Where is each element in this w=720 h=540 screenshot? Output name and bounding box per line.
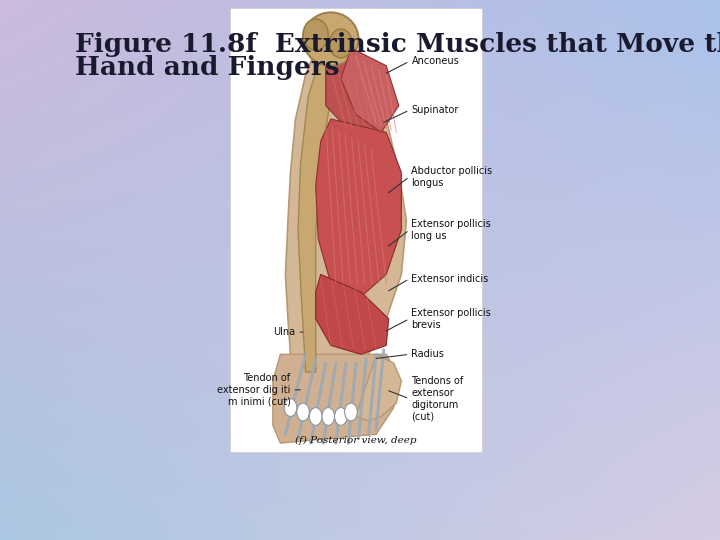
Ellipse shape — [303, 19, 328, 50]
Ellipse shape — [303, 12, 359, 66]
Ellipse shape — [310, 408, 322, 426]
Polygon shape — [298, 48, 343, 372]
Text: Extensor indicis: Extensor indicis — [411, 274, 489, 284]
Text: Supinator: Supinator — [411, 105, 459, 115]
Text: Hand and Fingers: Hand and Fingers — [75, 55, 340, 80]
Polygon shape — [356, 354, 401, 421]
Polygon shape — [341, 48, 399, 132]
Text: Tendons of
extensor
digitorum
(cut): Tendons of extensor digitorum (cut) — [411, 376, 464, 421]
Ellipse shape — [322, 408, 335, 426]
Polygon shape — [273, 354, 396, 443]
Text: Extensor pollicis
brevis: Extensor pollicis brevis — [411, 308, 491, 329]
Polygon shape — [325, 57, 394, 132]
Ellipse shape — [345, 403, 357, 421]
Polygon shape — [315, 274, 389, 354]
Text: Radius: Radius — [411, 349, 444, 359]
Polygon shape — [285, 44, 406, 430]
Text: (f) Posterior view, deep: (f) Posterior view, deep — [295, 436, 417, 446]
Text: Tendon of
extensor dig iti
m inimi (cut): Tendon of extensor dig iti m inimi (cut) — [217, 373, 290, 407]
Text: Figure 11.8f  Extrinsic Muscles that Move the: Figure 11.8f Extrinsic Muscles that Move… — [75, 32, 720, 57]
Polygon shape — [315, 119, 401, 296]
Ellipse shape — [330, 29, 352, 58]
Ellipse shape — [284, 399, 297, 416]
Text: Extensor pollicis
long us: Extensor pollicis long us — [411, 219, 491, 241]
Text: Anconeus: Anconeus — [411, 56, 459, 66]
Text: Abductor pollicis
longus: Abductor pollicis longus — [411, 166, 492, 187]
Ellipse shape — [297, 403, 310, 421]
Bar — [230, 8, 482, 452]
Ellipse shape — [335, 408, 347, 426]
Text: Ulna: Ulna — [274, 327, 295, 337]
